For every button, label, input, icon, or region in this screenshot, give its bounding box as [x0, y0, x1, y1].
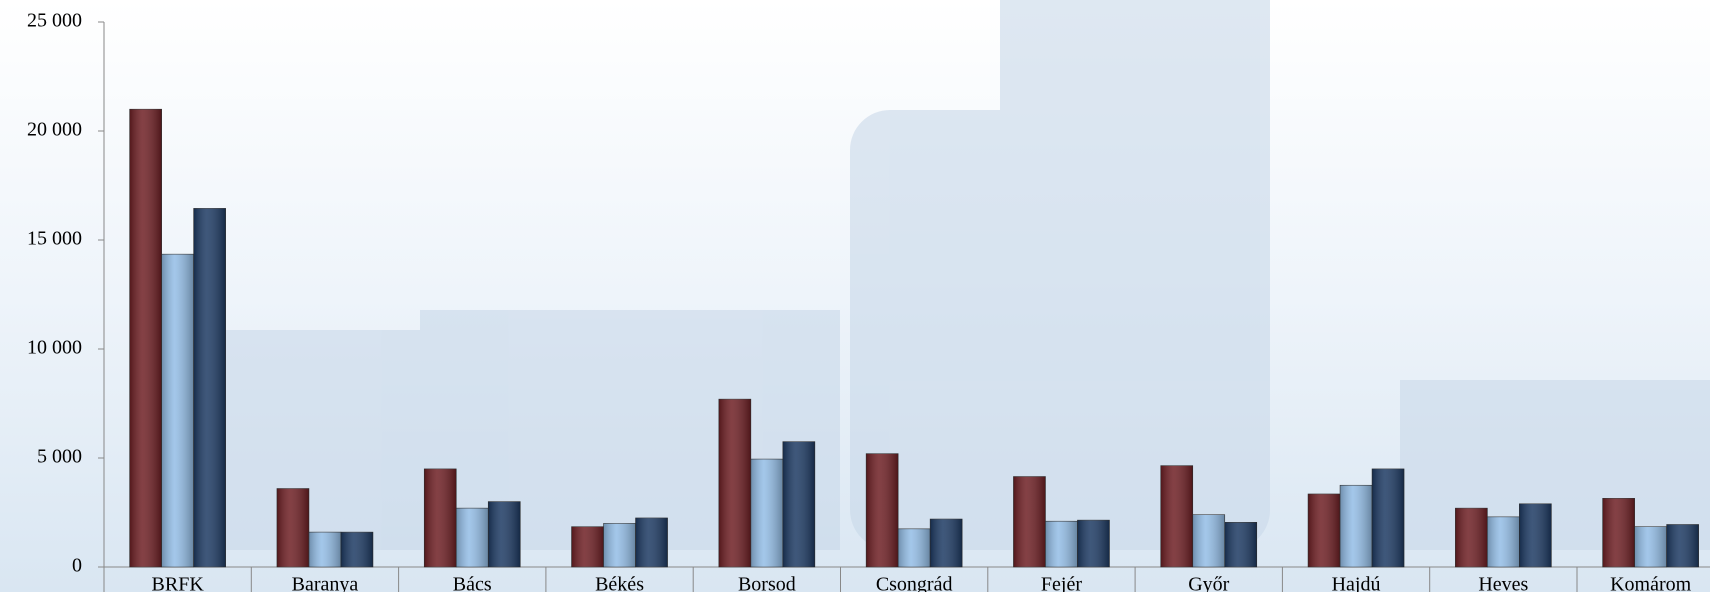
y-tick-label: 5 000	[37, 446, 82, 468]
y-tick-label: 20 000	[27, 119, 82, 141]
bar-shade	[1602, 498, 1635, 567]
bar-shade	[866, 453, 899, 567]
bar-shade	[1013, 476, 1046, 567]
x-tick-label: BRFK	[152, 574, 205, 592]
bar-shade	[488, 501, 521, 567]
bar-shade	[1192, 514, 1225, 567]
bar-shade	[1224, 522, 1257, 567]
bar-shade	[1160, 465, 1193, 567]
bar-shade	[782, 441, 815, 567]
bar-shade	[635, 517, 668, 567]
bar-shade	[1666, 524, 1699, 567]
bar-shade	[1487, 516, 1520, 567]
x-tick-label: Fejér	[1041, 574, 1082, 592]
bar-shade	[1634, 526, 1667, 567]
y-tick-label: 0	[72, 555, 82, 577]
bar-shade	[1340, 485, 1373, 567]
bar-shade	[571, 526, 604, 567]
building-backdrop	[220, 0, 1710, 550]
bar-shade	[129, 109, 162, 567]
bar-shade	[1455, 508, 1488, 567]
x-tick-label: Borsod	[738, 574, 796, 592]
x-tick-label: Komárom	[1610, 574, 1692, 592]
bar-shade	[424, 468, 457, 567]
bar-shade	[1519, 503, 1552, 567]
x-tick-label: Baranya	[292, 574, 359, 592]
bar-shade	[1077, 520, 1110, 567]
bar-shade	[603, 523, 636, 567]
x-tick-label: Csongrád	[876, 574, 953, 592]
bar-shade	[308, 532, 341, 567]
y-tick-label: 25 000	[27, 10, 82, 32]
bar-shade	[161, 254, 194, 568]
bar-shade	[276, 488, 309, 567]
bar-shade	[1045, 521, 1078, 567]
bar-shade	[456, 508, 489, 567]
y-tick-label: 10 000	[27, 337, 82, 359]
x-tick-label: Bács	[453, 574, 492, 592]
x-tick-label: Győr	[1188, 574, 1229, 592]
bar-shade	[1308, 493, 1341, 567]
x-tick-label: Békés	[595, 574, 644, 592]
x-tick-label: Hajdú	[1332, 574, 1381, 592]
bar-shade	[193, 208, 226, 567]
bar-shade	[340, 532, 373, 567]
bar-shade	[930, 519, 963, 567]
y-tick-label: 15 000	[27, 228, 82, 250]
bar-shade	[718, 399, 751, 567]
x-tick-label: Heves	[1478, 574, 1528, 592]
bar-shade	[898, 528, 931, 567]
bar-shade	[1372, 468, 1405, 567]
bar-shade	[750, 459, 783, 567]
